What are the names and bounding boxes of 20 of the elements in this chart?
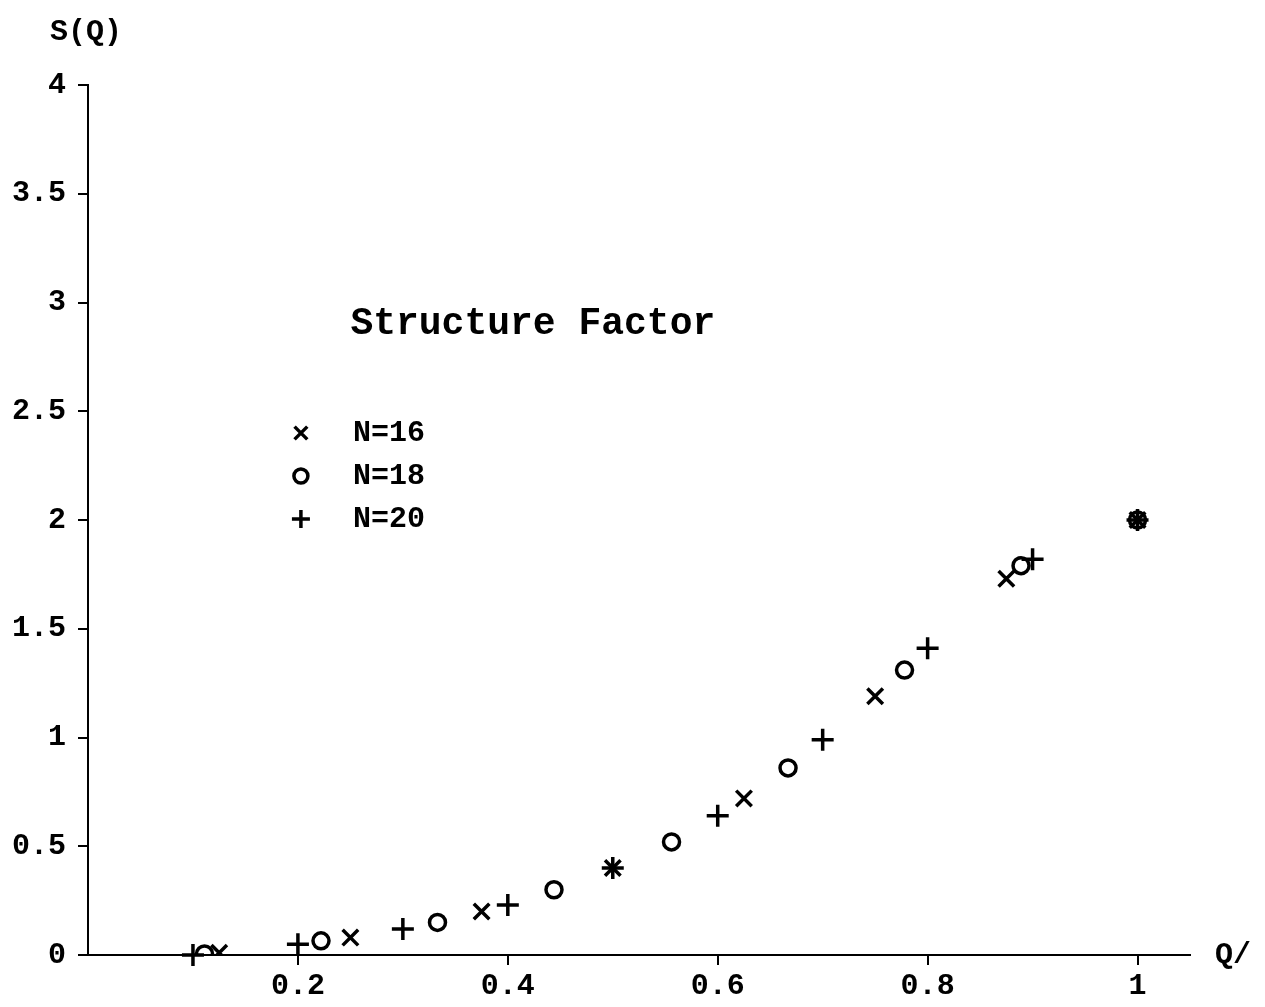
y-tick-label: 1 [47, 720, 67, 755]
y-tick-label: 3.5 [11, 176, 67, 211]
x-axis-title: Q/ [1215, 937, 1252, 972]
y-tick-label: 0 [47, 937, 67, 972]
x-tick-label: 1 [1128, 968, 1147, 1003]
y-tick-label: 0.5 [11, 828, 67, 863]
y-tick-label: 2.5 [11, 393, 67, 428]
x-tick-label: 0.8 [900, 968, 955, 1003]
y-tick-label: 4 [47, 67, 67, 102]
x-tick-label: 0.2 [270, 968, 325, 1003]
legend-label: N=16 [352, 415, 425, 450]
x-tick-label: 0.4 [480, 968, 535, 1003]
text: Structure Factor [350, 301, 716, 345]
y-tick-label: 3 [47, 285, 67, 320]
y-axis-title: S(Q) [50, 14, 123, 49]
legend-label: N=18 [352, 458, 425, 493]
y-tick-label: 1.5 [11, 611, 67, 646]
x-tick-label: 0.6 [690, 968, 745, 1003]
legend-label: N=20 [352, 501, 425, 536]
y-tick-label: 2 [47, 502, 67, 537]
